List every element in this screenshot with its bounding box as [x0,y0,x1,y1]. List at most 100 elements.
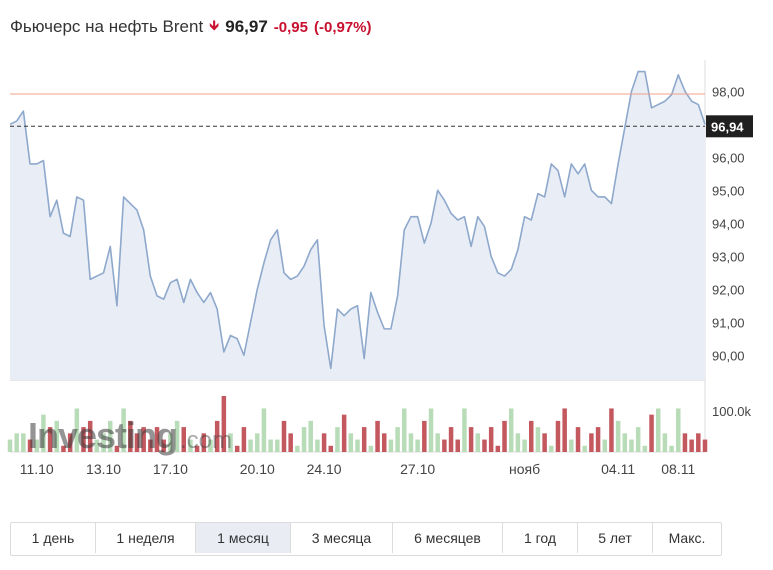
y-tick-label: 94,00 [712,216,745,231]
volume-bar [107,420,113,452]
investing-watermark-suffix: .com [180,427,232,454]
volume-bar [475,433,481,452]
volume-bar [21,433,26,452]
volume-bar [315,439,320,452]
range-button[interactable]: 6 месяцев [393,523,503,553]
volume-bar [408,433,414,452]
volume-bar [141,427,146,452]
x-tick-label: 24.10 [307,461,342,477]
x-tick-label: 20.10 [240,461,275,477]
volume-bar [154,427,160,452]
volume-bar [629,439,634,452]
volume-bar [462,408,467,452]
volume-bar [428,408,434,452]
volume-tick-label: 100.0k [712,404,752,419]
volume-bar [529,420,534,452]
volume-bar [415,439,420,452]
price-change-percent: (-0,97%) [313,18,372,36]
volume-bar [549,445,554,452]
x-tick-label: 08.11 [661,461,695,477]
last-price-marker [706,115,753,138]
volume-bar [228,433,233,452]
x-tick-label: 27.10 [400,461,435,477]
volume-bar [395,427,400,452]
volume-bar [241,427,247,452]
volume-bar [655,408,661,452]
range-button[interactable]: 5 лет [578,523,653,553]
volume-bar [101,433,106,452]
range-button[interactable]: 1 неделя [96,523,196,553]
volume-bar [281,420,287,452]
volume-bar [622,433,628,452]
volume-bar [589,433,594,452]
volume-bar [7,439,13,452]
volume-bar [582,445,587,452]
volume-bar [442,439,447,452]
range-button[interactable]: 1 день [11,523,96,553]
volume-bar [114,445,120,452]
x-tick-label: 04.11 [601,461,635,477]
volume-bar [168,433,173,452]
volume-bar [121,408,126,452]
volume-bar [208,439,213,452]
volume-bar [515,433,521,452]
price-line[interactable] [9,70,706,370]
volume-bar [455,439,460,452]
volume-bar [41,414,46,452]
volume-bar [696,433,701,452]
volume-bar [522,439,527,452]
volume-bar [87,420,93,452]
volume-bar [67,433,73,452]
volume-bar [689,439,694,452]
range-button[interactable]: 1 год [503,523,578,553]
volume-bar [609,408,614,452]
volume-bar [248,439,253,452]
y-tick-label: 95,00 [712,183,745,198]
volume-bar [702,439,708,452]
volume-bar [569,439,574,452]
volume-bar [47,427,53,452]
arrow-down-icon: 🡻 [209,17,220,33]
volume-bar [649,414,654,452]
volume-bar [174,420,180,452]
volume-bar [368,445,374,452]
volume-bar [535,427,541,452]
range-button[interactable]: 1 месяц [196,523,291,553]
range-button[interactable]: 3 месяца [291,523,393,553]
volume-bar [81,427,86,452]
volume-bar [335,427,340,452]
y-tick-label: 90,00 [712,348,745,363]
volume-bar [422,420,427,452]
volume-bar [268,439,273,452]
volume-bar [482,439,487,452]
volume-bar [595,427,601,452]
volume-bar [288,433,293,452]
price-area-fill [10,71,705,381]
volume-bar [642,445,648,452]
volume-bar [234,445,240,452]
volume-bar [348,433,354,452]
volume-bar [488,427,494,452]
volume-bar [575,427,581,452]
x-tick-label: 13.10 [86,461,121,477]
volume-bar [295,445,300,452]
volume-bar [562,408,567,452]
volume-bar [261,408,267,452]
volume-bar [27,439,33,452]
y-tick-label: 98,00 [712,84,745,99]
volume-bar [542,433,547,452]
volume-bar [355,439,360,452]
y-tick-label: 92,00 [712,282,745,297]
investing-watermark-logo: Investing [28,415,177,456]
price-change: -0,95 [273,18,308,36]
volume-bar [134,433,140,452]
price-chart[interactable]: 90,0091,0092,0093,0094,0095,0096,0097,00… [0,60,773,480]
range-button[interactable]: Макс. [668,530,706,546]
volume-bar [508,408,514,452]
volume-bar [181,427,186,452]
volume-bar [221,396,227,452]
y-tick-label: 96,00 [712,150,745,165]
volume-bar [468,427,474,452]
volume-bar [255,433,260,452]
volume-bar [34,439,39,452]
